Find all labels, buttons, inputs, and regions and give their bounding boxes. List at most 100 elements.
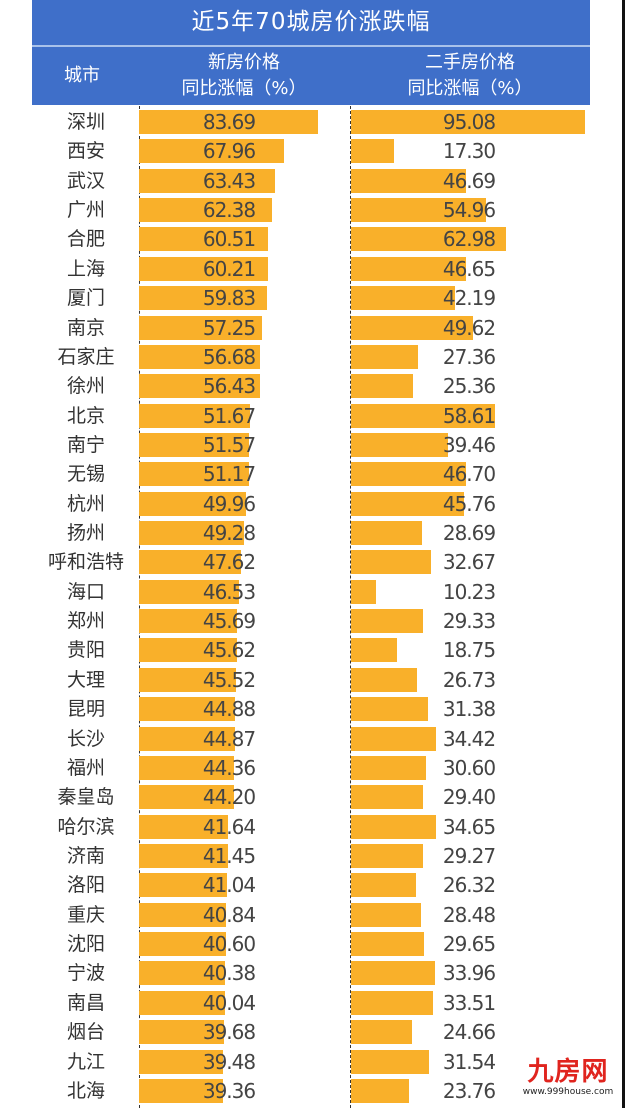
secondhand-price-bar [351, 139, 394, 164]
new-price-bar [139, 432, 250, 457]
logo-text: 九房网 [527, 1057, 609, 1087]
table-row: 北京 51.67 58.61 [0, 402, 625, 431]
city-label: 洛阳 [66, 874, 105, 897]
new-price-value: 39.36 [202, 1078, 256, 1103]
table-row: 广州 62.38 54.96 [0, 196, 625, 225]
new-price-value: 45.69 [202, 609, 256, 634]
secondhand-price-bar [351, 667, 417, 692]
secondhand-price-value: 34.65 [442, 814, 496, 839]
secondhand-price-value: 33.51 [442, 990, 496, 1015]
secondhand-price-value: 29.40 [442, 785, 496, 810]
new-price-value: 40.38 [202, 961, 256, 986]
new-price-bar [139, 1078, 224, 1103]
new-price-bar [139, 1049, 224, 1074]
new-price-bar [139, 315, 262, 340]
new-price-value: 51.17 [202, 462, 256, 487]
secondhand-price-bar [351, 521, 422, 546]
secondhand-axis-line [350, 106, 351, 1108]
secondhand-price-bar [351, 1020, 412, 1045]
new-price-value: 51.57 [202, 432, 256, 457]
city-label: 北海 [66, 1079, 105, 1102]
city-label: 深圳 [66, 111, 105, 133]
table-row: 石家庄 56.68 27.36 [0, 343, 625, 372]
secondhand-price-bar [351, 755, 427, 780]
new-price-value: 40.60 [202, 932, 256, 957]
table-row: 上海 60.21 46.65 [0, 255, 625, 284]
secondhand-price-bar [351, 932, 424, 957]
city-label: 合肥 [66, 228, 105, 251]
secondhand-price-bar [351, 785, 424, 810]
city-label: 宁波 [66, 962, 105, 985]
table-row: 哈尔滨 41.64 34.65 [0, 813, 625, 842]
secondhand-price-bar [351, 227, 506, 252]
new-price-bar [139, 961, 226, 986]
new-price-bar [139, 902, 227, 927]
city-label: 西安 [66, 140, 105, 163]
secondhand-price-bar [351, 256, 466, 281]
secondhand-price-value: 46.70 [442, 462, 496, 487]
chart-title: 近5年70城房价涨跌幅 [32, 0, 590, 47]
new-price-value: 45.52 [202, 667, 256, 692]
table-header: 近5年70城房价涨跌幅 城市 新房价格 同比涨幅（%） 二手房价格 同比涨幅（%… [32, 0, 590, 105]
city-label: 济南 [66, 845, 105, 867]
table-row: 沈阳 40.60 29.65 [0, 930, 625, 959]
table-row: 贵阳 45.62 18.75 [0, 636, 625, 665]
city-label: 徐州 [66, 375, 105, 398]
city-label: 秦皇岛 [57, 786, 115, 809]
new-price-bar [139, 1020, 224, 1045]
new-price-bar [139, 550, 241, 575]
secondhand-price-value: 39.46 [442, 432, 496, 457]
city-label: 石家庄 [57, 345, 115, 368]
table-row: 南宁 51.57 39.46 [0, 431, 625, 460]
new-price-value: 41.64 [202, 814, 256, 839]
column-header-city: 城市 [64, 65, 100, 86]
table-row: 西安 67.96 17.30 [0, 137, 625, 166]
table-row: 济南 41.45 29.27 [0, 842, 625, 871]
table-row: 重庆 40.84 28.48 [0, 901, 625, 930]
secondhand-price-value: 23.76 [442, 1078, 496, 1103]
new-price-bar [139, 609, 237, 634]
secondhand-price-value: 10.23 [442, 579, 496, 604]
new-price-value: 60.21 [202, 256, 256, 281]
secondhand-price-value: 17.30 [442, 139, 496, 164]
city-label: 上海 [66, 257, 105, 280]
column-header-secondhand-price: 二手房价格 同比涨幅（%） [350, 50, 590, 102]
watermark-logo: 九房网 www.999house.com [514, 1058, 622, 1098]
secondhand-price-value: 18.75 [442, 638, 496, 663]
city-label: 北京 [66, 404, 105, 427]
table-row: 无锡 51.17 46.70 [0, 460, 625, 489]
city-label: 扬州 [66, 522, 105, 545]
new-price-value: 44.20 [202, 785, 256, 810]
new-price-bar [139, 755, 234, 780]
secondhand-price-value: 30.60 [442, 755, 496, 780]
column-header-sec-line2: 同比涨幅（%） [407, 78, 533, 99]
city-label: 重庆 [66, 903, 105, 926]
table-row: 福州 44.36 30.60 [0, 754, 625, 783]
city-label: 南京 [66, 316, 105, 339]
new-price-value: 41.45 [202, 844, 256, 868]
new-price-bar [139, 579, 239, 604]
new-price-bar [139, 198, 273, 223]
table-row: 深圳 83.69 95.08 [0, 108, 625, 137]
table-row: 海口 46.53 10.23 [0, 578, 625, 607]
secondhand-price-value: 32.67 [442, 550, 496, 575]
column-header-new-line2: 同比涨幅（%） [181, 78, 307, 99]
secondhand-price-value: 95.08 [442, 110, 496, 134]
city-label: 南昌 [66, 991, 105, 1014]
secondhand-price-bar [351, 609, 424, 634]
city-label: 贵阳 [66, 639, 105, 662]
table-row: 宁波 40.38 33.96 [0, 959, 625, 988]
new-price-value: 83.69 [202, 110, 256, 134]
table-row: 昆明 44.88 31.38 [0, 695, 625, 724]
city-label: 南宁 [66, 433, 105, 456]
city-label: 九江 [66, 1050, 105, 1073]
table-row: 呼和浩特 47.62 32.67 [0, 548, 625, 577]
new-price-bar [139, 932, 226, 957]
secondhand-price-bar [351, 315, 474, 340]
new-price-bar [139, 256, 268, 281]
secondhand-price-bar [351, 1078, 410, 1103]
new-price-value: 56.43 [202, 374, 256, 399]
secondhand-price-bar [351, 462, 466, 487]
secondhand-price-value: 28.48 [442, 902, 496, 927]
city-label: 哈尔滨 [57, 815, 115, 838]
